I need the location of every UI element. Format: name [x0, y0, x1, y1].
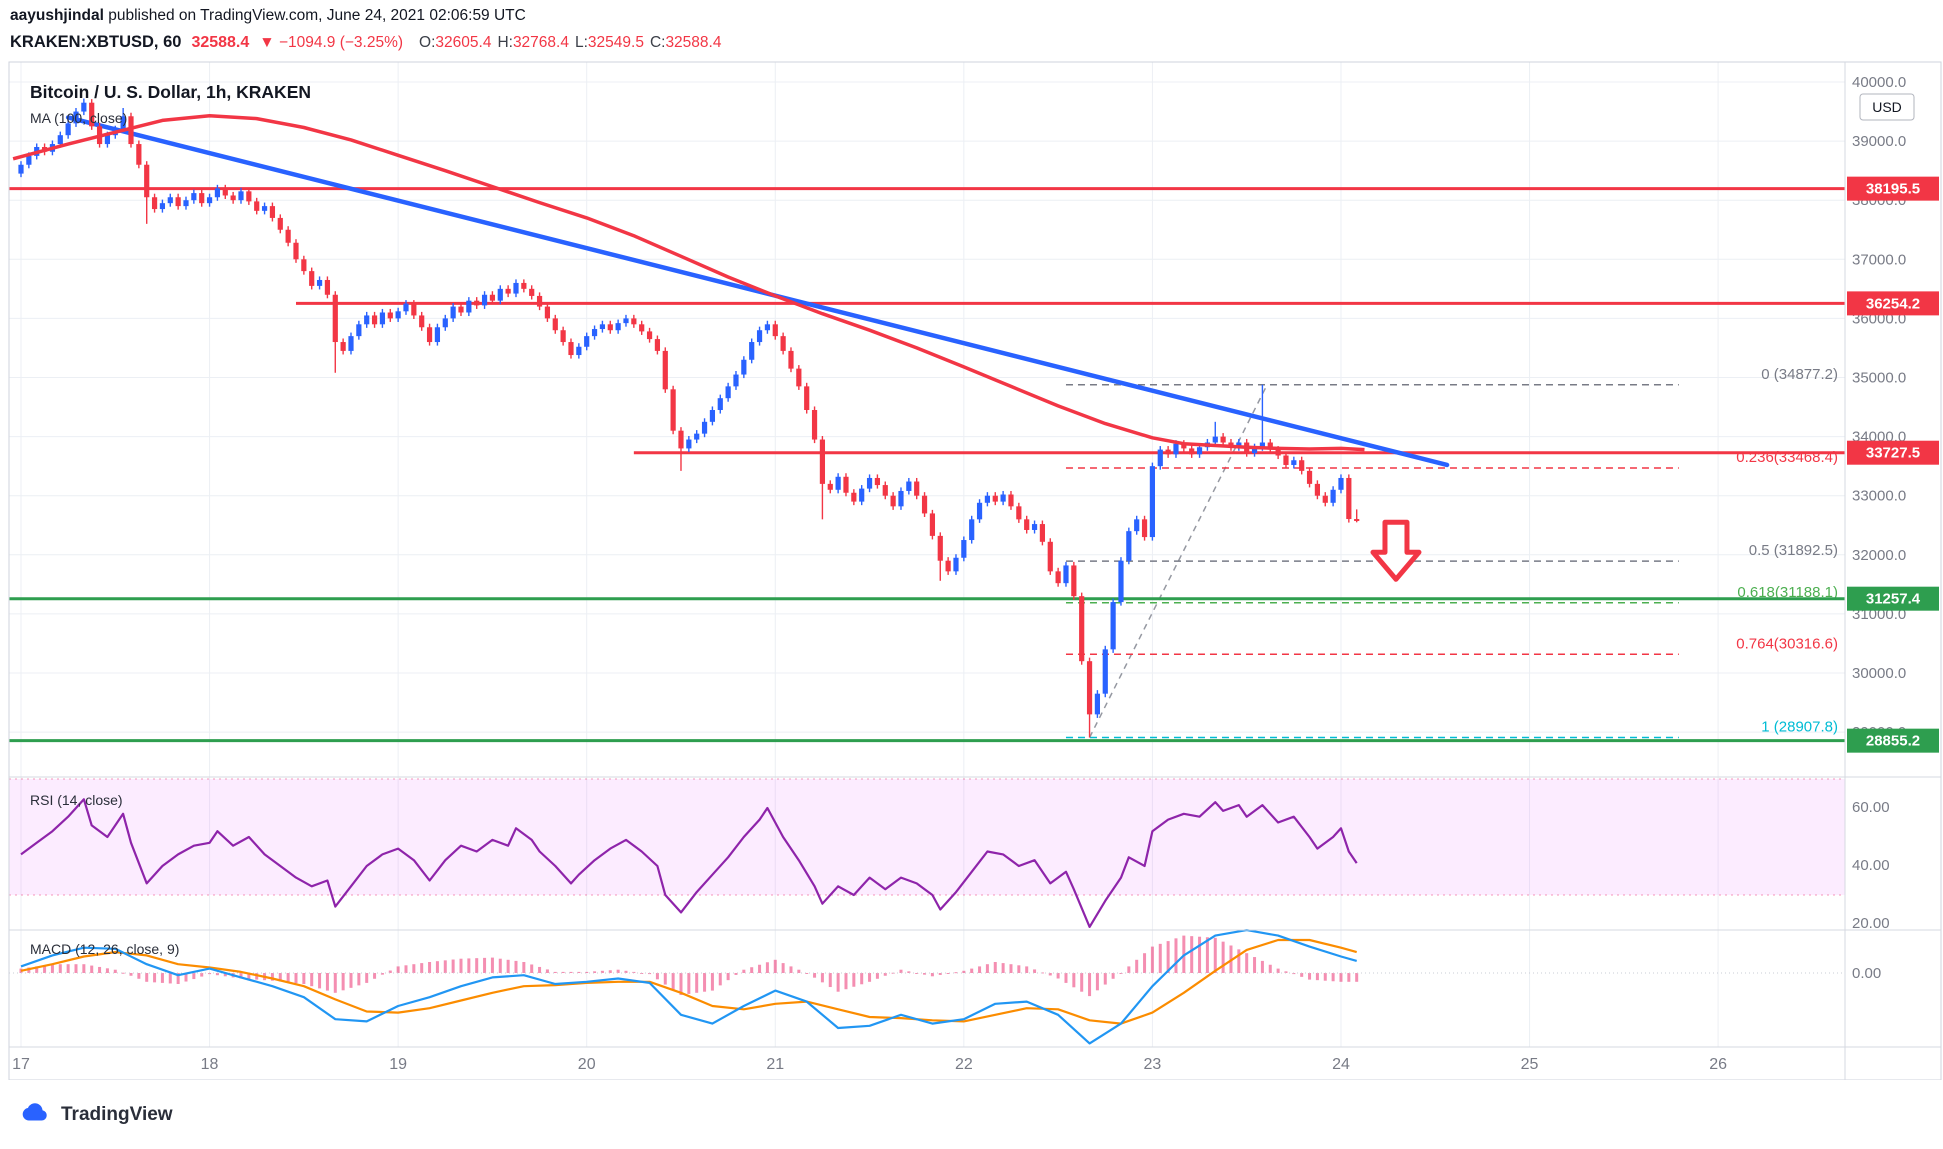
- symbol-bar: KRAKEN:XBTUSD, 60 32588.4 ▼ −1094.9 (−3.…: [10, 33, 721, 52]
- price-badge-label: 33727.5: [1866, 445, 1920, 462]
- footer: TradingView: [18, 1098, 173, 1132]
- price-badge-label: 38195.5: [1866, 181, 1920, 198]
- time-axis-label: 24: [1332, 1056, 1350, 1073]
- macd-indicator: [9, 928, 1845, 1045]
- rsi-line: [20, 798, 1358, 929]
- change-value: −1094.9 (−3.25%): [278, 34, 404, 51]
- time-axis-label: 25: [1521, 1056, 1539, 1073]
- price-axis-label: 37000.0: [1852, 251, 1906, 268]
- trendline[interactable]: [65, 115, 1450, 468]
- price-axis-label: 35000.0: [1852, 370, 1906, 387]
- time-axis[interactable]: 17 18 19 20 21 22 23 24 25 26: [12, 1056, 1727, 1073]
- fib-label: 0 (34877.2): [1761, 366, 1838, 383]
- price-badge: [1847, 440, 1939, 465]
- publish-info: aayushjindal published on TradingView.co…: [10, 7, 526, 25]
- price-badge: [1847, 728, 1939, 753]
- fib-label: 1 (28907.8): [1761, 719, 1838, 736]
- ohlc-label: L:: [574, 34, 588, 51]
- last-price: 32588.4: [191, 34, 250, 51]
- macd-legend: MACD (12, 26, close, 9): [30, 941, 180, 957]
- ohlc-label: O:: [419, 34, 436, 51]
- gridlines: [9, 62, 1845, 1047]
- ohlc-value: 32768.4: [512, 34, 569, 51]
- price-badge: [1847, 586, 1939, 611]
- rsi-band: [9, 778, 1845, 896]
- time-axis-label: 21: [766, 1056, 784, 1073]
- price-axis-label: 32000.0: [1852, 547, 1906, 564]
- time-axis-label: 23: [1144, 1056, 1162, 1073]
- chart-canvas[interactable]: 0 (34877.2)0.236(33468.4)0.5 (31892.5)0.…: [0, 0, 1943, 1080]
- macd-line: [20, 928, 1357, 1045]
- ohlc-label: C:: [649, 34, 666, 51]
- author-name: aayushjindal: [10, 7, 104, 24]
- rsi-axis-label: 40.00: [1852, 857, 1890, 874]
- price-axis-label: 33000.0: [1852, 488, 1906, 505]
- macd-signal-line: [20, 938, 1357, 1025]
- currency-badge: [1859, 93, 1915, 121]
- price-badge: [1847, 291, 1939, 316]
- time-axis-label: 17: [12, 1056, 30, 1073]
- macd-axis-label: 0.00: [1852, 965, 1881, 982]
- time-axis-label: 26: [1709, 1056, 1727, 1073]
- price-badge: [1847, 176, 1939, 201]
- price-badge-label: 28855.2: [1866, 733, 1920, 750]
- rsi-axis-label: 20.00: [1852, 915, 1890, 932]
- price-axis-label: 39000.0: [1852, 133, 1906, 150]
- price-badge-label: 36254.2: [1866, 295, 1920, 312]
- time-axis-label: 20: [578, 1056, 596, 1073]
- ohlc-value: 32588.4: [665, 34, 722, 51]
- price-axis[interactable]: 40000.039000.038000.037000.036000.035000…: [1847, 74, 1939, 982]
- ohlc-value: 32549.5: [587, 34, 644, 51]
- publish-text: published on TradingView.com, June 24, 2…: [103, 7, 526, 24]
- price-levels[interactable]: [9, 187, 1845, 743]
- fib-retracement[interactable]: 0 (34877.2)0.236(33468.4)0.5 (31892.5)0.…: [1065, 366, 1838, 739]
- ohlc-value: 32605.4: [435, 34, 492, 51]
- rsi-legend: RSI (14, close): [30, 792, 123, 808]
- price-badge-label: 31257.4: [1866, 591, 1921, 608]
- fib-label: 0.618(31188.1): [1737, 584, 1838, 601]
- ma-legend: MA (100, close): [30, 110, 128, 126]
- candles: [18, 98, 1360, 738]
- rsi-axis-label: 60.00: [1852, 799, 1890, 816]
- ma-line[interactable]: [12, 113, 1365, 452]
- time-axis-label: 22: [955, 1056, 973, 1073]
- time-axis-label: 19: [389, 1056, 407, 1073]
- ohlc-label: H:: [497, 34, 513, 51]
- ohlc-values: O:32605.4 H:32768.4 L:32549.5 C:32588.4: [413, 34, 721, 52]
- brand-name: TradingView: [61, 1104, 173, 1125]
- price-change: ▼ −1094.9 (−3.25%): [259, 34, 403, 52]
- currency-badge-label: USD: [1872, 99, 1902, 115]
- price-axis-label: 40000.0: [1852, 74, 1906, 91]
- symbol-name: KRAKEN:XBTUSD, 60: [10, 33, 182, 51]
- fib-label: 0.5 (31892.5): [1749, 542, 1838, 559]
- fib-label: 0.764(30316.6): [1736, 635, 1838, 652]
- chart-title: Bitcoin / U. S. Dollar, 1h, KRAKEN: [30, 82, 312, 102]
- pane-separators: [8, 61, 1942, 1080]
- price-axis-label: 30000.0: [1852, 665, 1906, 682]
- time-axis-label: 18: [201, 1056, 219, 1073]
- tradingview-logo: [22, 1103, 47, 1121]
- down-arrow[interactable]: [1370, 519, 1422, 582]
- down-triangle-icon: ▼: [259, 34, 275, 51]
